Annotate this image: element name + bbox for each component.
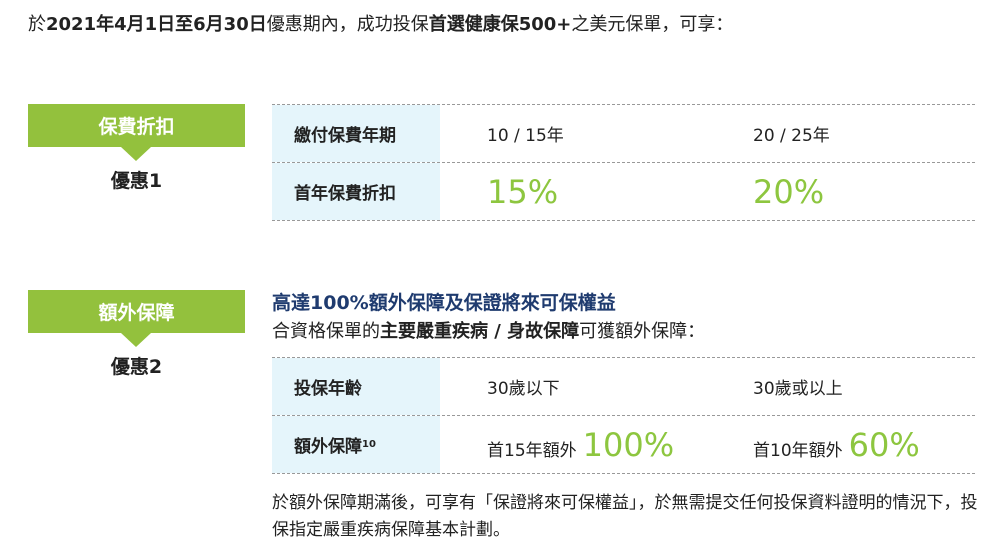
offer1-tag: 保費折扣: [28, 104, 245, 147]
pointer-triangle: [121, 147, 151, 161]
offer2-tag: 額外保障: [28, 290, 245, 333]
cell: 30歲或以上: [753, 379, 843, 399]
cell: 10 / 15年: [487, 126, 564, 146]
cell: 15%: [487, 172, 559, 211]
cell: 30歲以下: [487, 379, 560, 399]
cell: 首15年額外 100%: [487, 425, 675, 464]
offer2-subtitle: 合資格保單的主要嚴重疾病 / 身故保障可獲額外保障：: [272, 321, 706, 342]
offer2-title: 高達100%額外保障及保證將來可保權益: [272, 292, 616, 314]
row-header: 額外保障 10: [272, 416, 440, 473]
row-header: 繳付保費年期: [272, 105, 440, 162]
row-header: 投保年齡: [272, 358, 440, 415]
table-row: 首年保費折扣 15% 20%: [272, 162, 975, 221]
table-row: 繳付保費年期 10 / 15年 20 / 25年: [272, 104, 975, 162]
cell: 20%: [753, 172, 825, 211]
offer1-label: 優惠1: [110, 170, 163, 192]
extra-protection-table: 投保年齡 30歲以下 30歲或以上 額外保障 10 首15年額外 100% 首10年額外 60…: [272, 357, 975, 474]
discount-table: 繳付保費年期 10 / 15年 20 / 25年 首年保費折扣 15% 20%: [272, 104, 975, 221]
cell: 首10年額外 60%: [753, 425, 920, 464]
footer-note: 於額外保障期滿後，可享有「保證將來可保權益」，於無需提交任何投保資料證明的情況下…: [272, 493, 978, 540]
pointer-triangle: [121, 333, 151, 347]
table-row: 額外保障 10 首15年額外 100% 首10年額外 60%: [272, 415, 975, 474]
table-row: 投保年齡 30歲以下 30歲或以上: [272, 357, 975, 415]
row-header: 首年保費折扣: [272, 163, 440, 220]
intro-text: 於2021年4月1日至6月30日優惠期內，成功投保首選健康保500+之美元保單，…: [28, 14, 734, 35]
cell: 20 / 25年: [753, 126, 830, 146]
offer2-label: 優惠2: [110, 356, 163, 378]
